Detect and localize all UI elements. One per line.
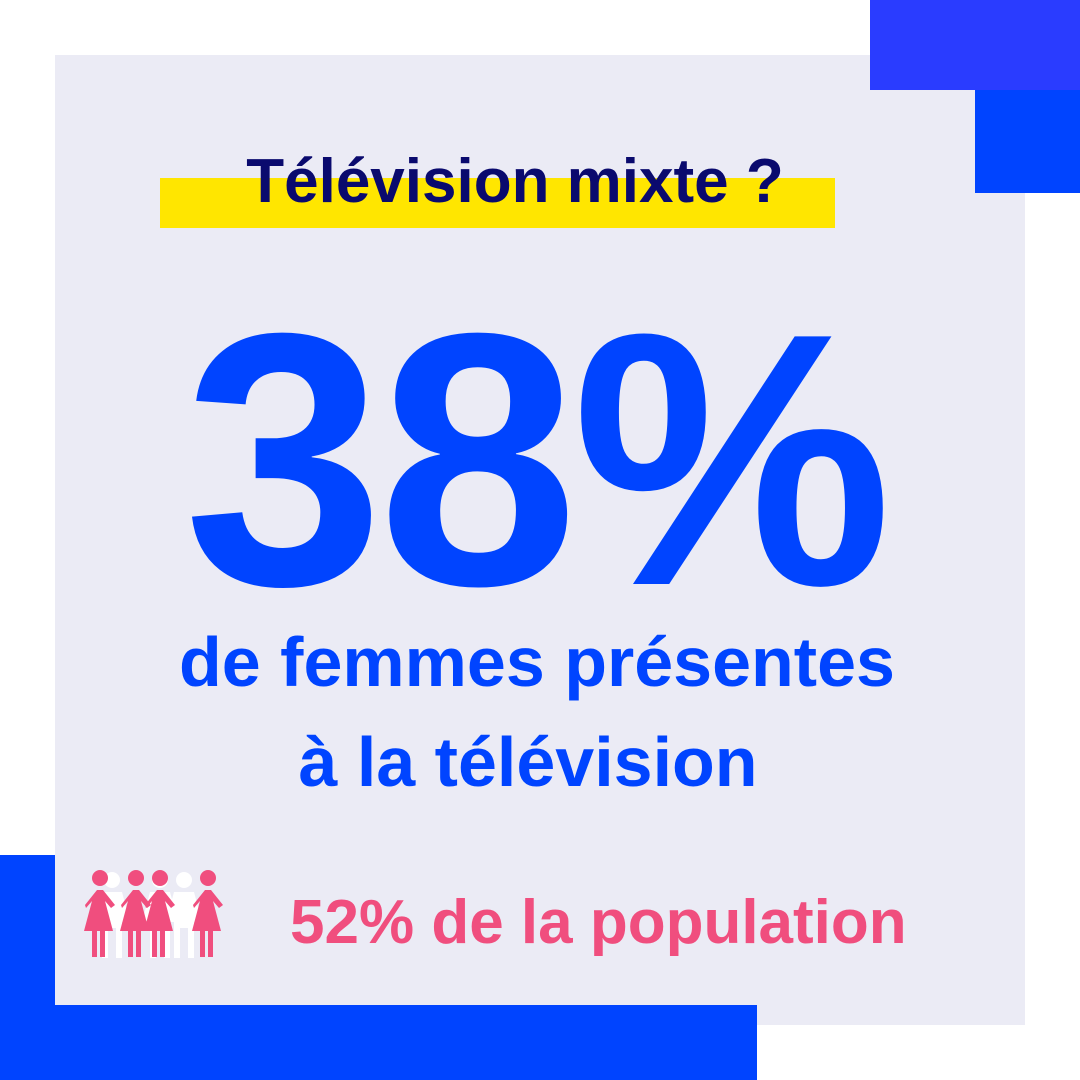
title: Télévision mixte ?: [246, 147, 784, 216]
corner-block: [975, 90, 1080, 193]
description-line: de femmes présentes: [179, 623, 895, 701]
stat: 38%: [184, 259, 887, 661]
corner-block: [870, 0, 1080, 90]
description-line: à la télévision: [298, 723, 757, 801]
corner-block: [0, 1005, 757, 1080]
footnote: 52% de la population: [290, 888, 907, 957]
people-icon: [84, 870, 223, 958]
title-highlight: [160, 178, 835, 228]
